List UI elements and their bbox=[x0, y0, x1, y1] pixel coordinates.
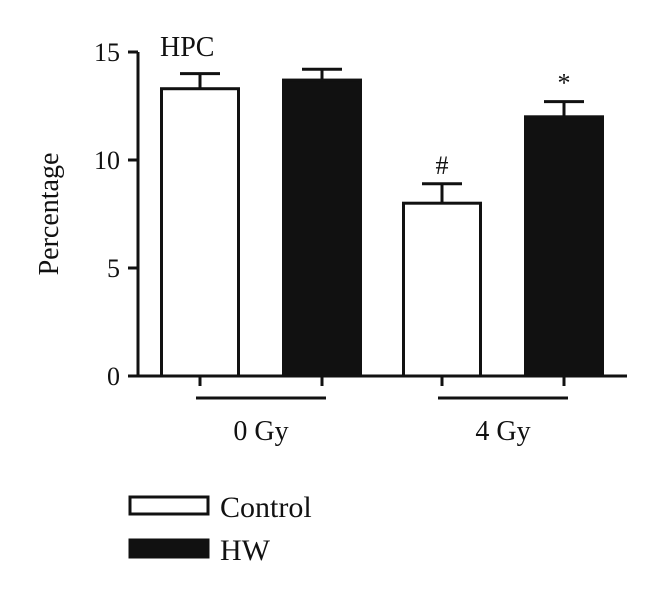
y-tick-label: 0 bbox=[107, 362, 120, 391]
y-axis-label: Percentage bbox=[34, 153, 65, 276]
y-tick-label: 10 bbox=[94, 146, 120, 175]
chart-title: HPC bbox=[160, 32, 214, 63]
legend-swatch-control bbox=[128, 495, 210, 516]
legend-swatch-hw bbox=[128, 538, 210, 559]
y-tick-label: 5 bbox=[107, 254, 120, 283]
annotation-control-4-gy: # bbox=[436, 151, 449, 180]
legend-label-hw: HW bbox=[220, 534, 271, 567]
x-category-label: 4 Gy bbox=[475, 416, 530, 447]
legend-label-control: Control bbox=[220, 491, 312, 524]
plot-area: 0 5 10 15 0 Gy # * 4 Gy bbox=[94, 38, 627, 447]
bar-control-4-gy bbox=[402, 201, 482, 378]
bar-hw-4-gy bbox=[524, 115, 604, 378]
annotation-hw-4-gy: * bbox=[558, 69, 571, 98]
bar-control-0-gy bbox=[160, 87, 240, 378]
x-category-label: 0 Gy bbox=[233, 416, 288, 447]
y-tick-label: 15 bbox=[94, 38, 120, 67]
bar-hw-0-gy bbox=[282, 78, 362, 378]
legend: Control HW bbox=[128, 491, 312, 567]
